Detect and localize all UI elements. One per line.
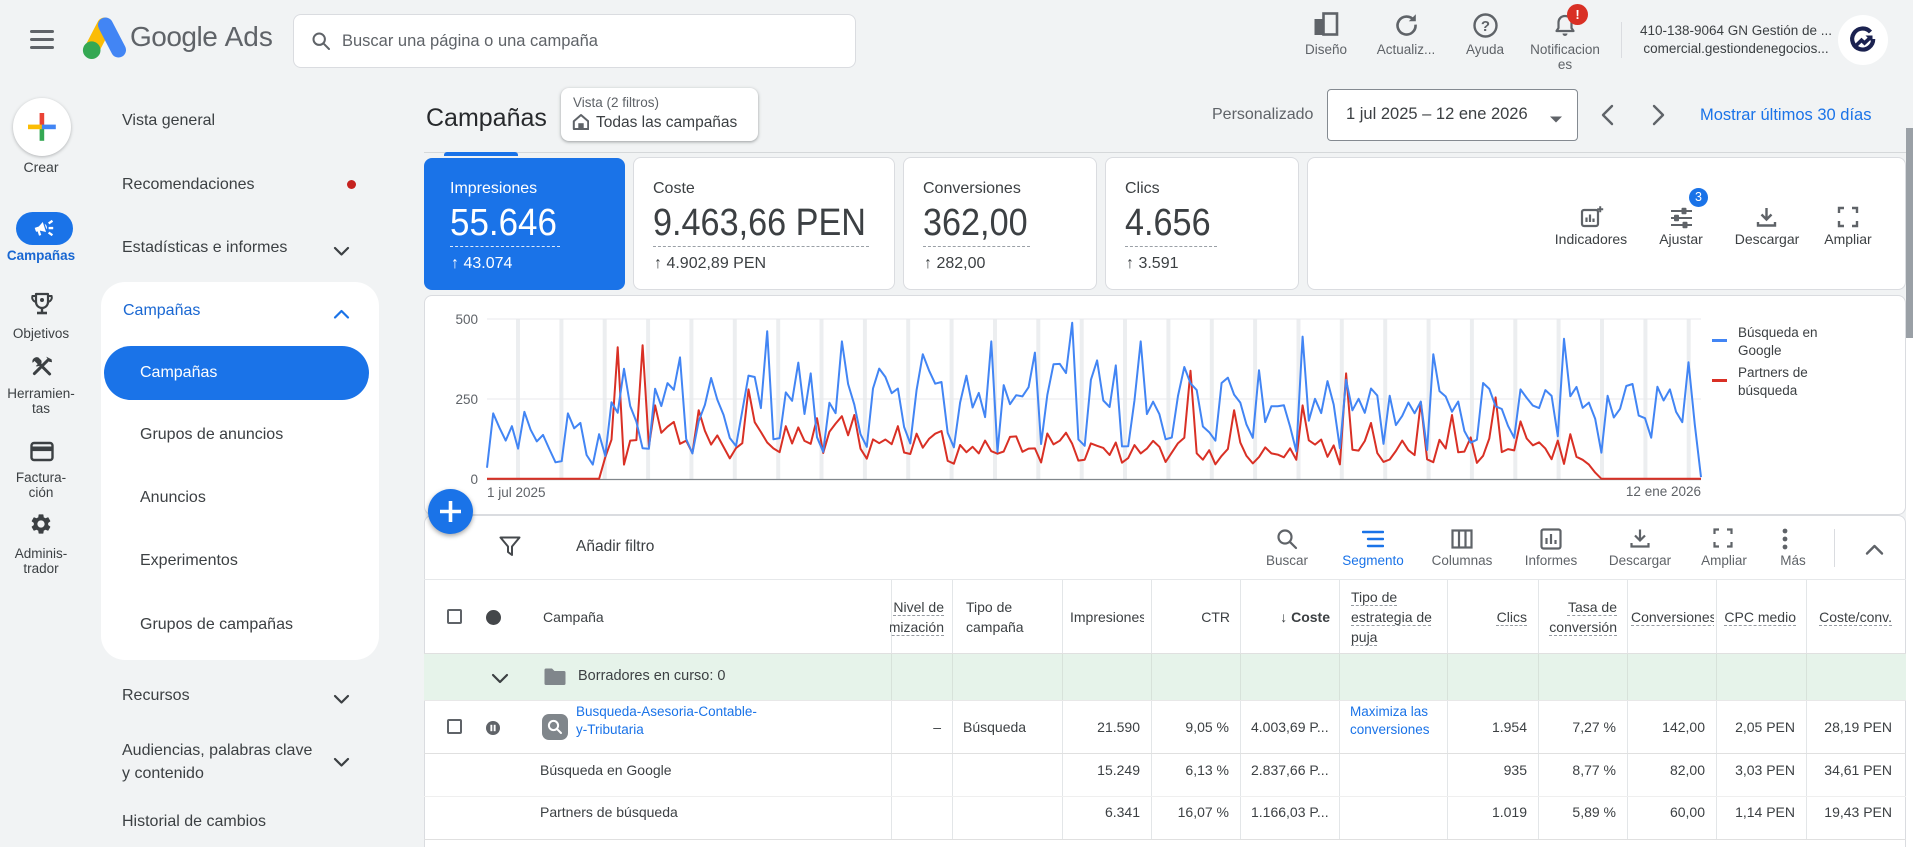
svg-text:?: ? [1481,18,1490,35]
